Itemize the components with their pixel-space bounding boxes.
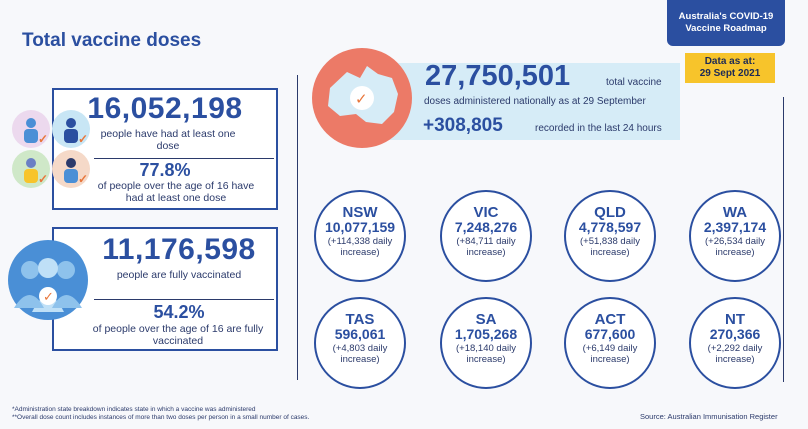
national-total-label-b: doses administered nationally as at 29 S… bbox=[424, 96, 646, 107]
card-divider bbox=[94, 158, 274, 159]
state-code: NT bbox=[725, 311, 745, 328]
state-value: 4,778,597 bbox=[578, 219, 642, 235]
state-vic: VIC 7,248,276 (+84,711 daily increase) bbox=[440, 190, 532, 282]
check-icon: ✓ bbox=[37, 172, 48, 186]
svg-text:✓: ✓ bbox=[43, 290, 54, 305]
national-band bbox=[390, 63, 680, 140]
state-tas: TAS 596,061 (+4,803 daily increase) bbox=[314, 297, 406, 389]
state-code: SA bbox=[475, 311, 497, 328]
state-increase: (+26,534 daily increase) bbox=[705, 236, 765, 258]
first-dose-percent-text: of people over the age of 16 have had at… bbox=[97, 180, 255, 204]
state-code: QLD bbox=[594, 204, 626, 221]
state-value: 596,061 bbox=[334, 326, 386, 342]
check-icon: ✓ bbox=[77, 172, 88, 186]
national-total-label-a: total vaccine bbox=[606, 77, 662, 88]
state-value: 270,366 bbox=[709, 326, 761, 342]
state-code: NSW bbox=[342, 204, 378, 221]
fully-vaccinated-text: people are fully vaccinated bbox=[116, 269, 242, 281]
state-value: 1,705,268 bbox=[454, 326, 518, 342]
national-total: 27,750,501 bbox=[425, 60, 571, 92]
state-increase: (+18,140 daily increase) bbox=[456, 343, 516, 365]
state-sa: SA 1,705,268 (+18,140 daily increase) bbox=[440, 297, 532, 389]
state-code: ACT bbox=[594, 311, 626, 328]
footnote-2: **Overall dose count includes instances … bbox=[12, 414, 310, 421]
source-note: Source: Australian Immunisation Register bbox=[640, 412, 778, 421]
fully-vaccinated-count: 11,176,598 bbox=[102, 233, 256, 266]
state-increase: (+51,838 daily increase) bbox=[580, 236, 640, 258]
state-increase: (+6,149 daily increase) bbox=[582, 343, 638, 365]
state-increase: (+4,803 daily increase) bbox=[332, 343, 388, 365]
state-value: 2,397,174 bbox=[703, 219, 767, 235]
data-as-at-badge: Data as at: 29 Sept 2021 bbox=[685, 53, 775, 83]
vertical-divider bbox=[297, 75, 298, 380]
data-as-at-date: 29 Sept 2021 bbox=[699, 68, 761, 79]
check-icon: ✓ bbox=[37, 132, 48, 146]
person-circle-3: ✓ bbox=[12, 150, 50, 188]
person-circle-1: ✓ bbox=[12, 110, 50, 148]
fully-vaccinated-percent-text: of people over the age of 16 are fully v… bbox=[92, 323, 264, 347]
roadmap-badge: Australia's COVID-19 Vaccine Roadmap bbox=[667, 0, 785, 46]
state-nsw: NSW 10,077,159 (+114,338 daily increase) bbox=[314, 190, 406, 282]
state-wa: WA 2,397,174 (+26,534 daily increase) bbox=[689, 190, 781, 282]
state-value: 10,077,159 bbox=[324, 219, 396, 235]
right-divider bbox=[783, 97, 784, 382]
state-code: VIC bbox=[473, 204, 499, 221]
roadmap-line2: Vaccine Roadmap bbox=[685, 23, 767, 34]
data-as-at-label: Data as at: bbox=[704, 56, 756, 67]
first-dose-card: 16,052,198 people have had at least one … bbox=[52, 88, 278, 210]
state-code: WA bbox=[722, 204, 748, 221]
svg-text:✓: ✓ bbox=[355, 90, 368, 108]
person-circle-4: ✓ bbox=[52, 150, 90, 188]
page-title: Total vaccine doses bbox=[22, 30, 202, 51]
state-qld: QLD 4,778,597 (+51,838 daily increase) bbox=[564, 190, 656, 282]
national-delta: +308,805 bbox=[423, 115, 503, 136]
australia-map-icon: ✓ bbox=[312, 48, 412, 148]
crowd-icon: ✓ bbox=[8, 240, 88, 320]
first-dose-text: people have had at least one dose bbox=[100, 128, 236, 152]
state-value: 677,600 bbox=[584, 326, 636, 342]
state-nt: NT 270,366 (+2,292 daily increase) bbox=[689, 297, 781, 389]
first-dose-count: 16,052,198 bbox=[87, 92, 243, 125]
state-value: 7,248,276 bbox=[454, 219, 518, 235]
state-increase: (+114,338 daily increase) bbox=[327, 236, 393, 258]
national-delta-label: recorded in the last 24 hours bbox=[535, 123, 662, 134]
people-icon: ✓ ✓ ✓ ✓ bbox=[12, 110, 90, 190]
state-increase: (+84,711 daily increase) bbox=[456, 236, 516, 258]
state-code: TAS bbox=[345, 311, 375, 328]
fully-vaccinated-card: 11,176,598 people are fully vaccinated 5… bbox=[52, 227, 278, 351]
footnote-1: *Administration state breakdown indicate… bbox=[12, 406, 256, 413]
person-circle-2: ✓ bbox=[52, 110, 90, 148]
roadmap-line1: Australia's COVID-19 bbox=[678, 11, 774, 22]
state-increase: (+2,292 daily increase) bbox=[707, 343, 763, 365]
fully-vaccinated-percent: 54.2% bbox=[153, 302, 205, 322]
check-icon: ✓ bbox=[77, 132, 88, 146]
first-dose-percent: 77.8% bbox=[139, 160, 191, 180]
card-divider bbox=[94, 299, 274, 300]
state-act: ACT 677,600 (+6,149 daily increase) bbox=[564, 297, 656, 389]
